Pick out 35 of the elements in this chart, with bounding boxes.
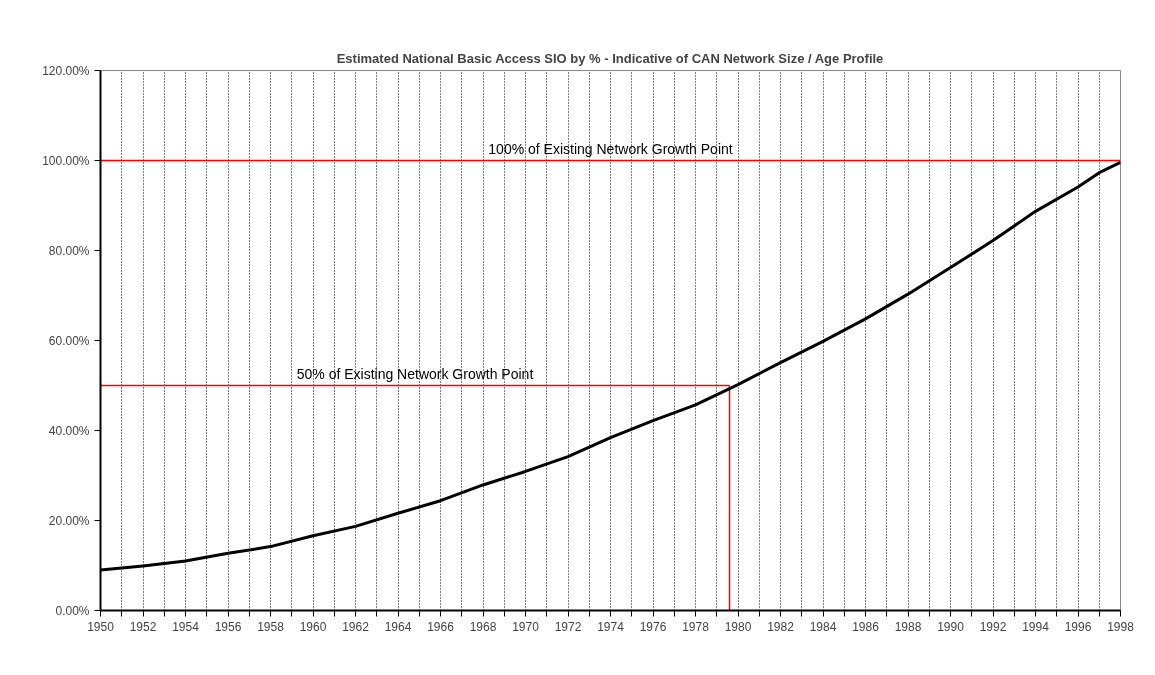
x-tick-label: 1982 (767, 619, 795, 634)
x-tick-label: 1954 (172, 619, 200, 634)
x-tick-label: 1986 (852, 619, 880, 634)
y-tick-label: 60.00% (48, 333, 90, 348)
ref-line-label: 100% of Existing Network Growth Point (488, 140, 733, 157)
x-tick-label: 1990 (937, 619, 965, 634)
y-tick-label: 100.00% (42, 153, 90, 168)
x-tick-label: 1952 (129, 619, 157, 634)
x-tick-label: 1964 (384, 619, 412, 634)
x-tick-label: 1966 (427, 619, 455, 634)
y-tick-label: 0.00% (55, 603, 90, 618)
ref-line-label: 50% of Existing Network Growth Point (296, 365, 534, 382)
x-tick-label: 1976 (639, 619, 667, 634)
y-tick-label: 120.00% (42, 63, 90, 78)
x-tick-label: 1984 (809, 619, 837, 634)
x-tick-label: 1974 (597, 619, 625, 634)
x-tick-label: 1968 (469, 619, 497, 634)
y-tick-label: 20.00% (48, 513, 90, 528)
x-tick-label: 1956 (214, 619, 242, 634)
x-tick-label: 1996 (1064, 619, 1092, 634)
x-tick-label: 1998 (1107, 619, 1135, 634)
x-tick-label: 1988 (894, 619, 922, 634)
x-tick-label: 1980 (724, 619, 752, 634)
x-tick-label: 1970 (512, 619, 540, 634)
x-tick-label: 1950 (87, 619, 115, 634)
x-tick-label: 1994 (1022, 619, 1050, 634)
x-tick-label: 1992 (979, 619, 1007, 634)
chart-title: Estimated National Basic Access SIO by % - Indicative of CAN Network Size / Age Profile (336, 50, 884, 66)
x-tick-label: 1972 (554, 619, 582, 634)
x-tick-label: 1958 (257, 619, 285, 634)
x-tick-label: 1962 (342, 619, 370, 634)
y-tick-label: 80.00% (48, 243, 90, 258)
x-tick-label: 1960 (299, 619, 327, 634)
x-tick-label: 1978 (682, 619, 710, 634)
y-tick-label: 40.00% (48, 423, 90, 438)
